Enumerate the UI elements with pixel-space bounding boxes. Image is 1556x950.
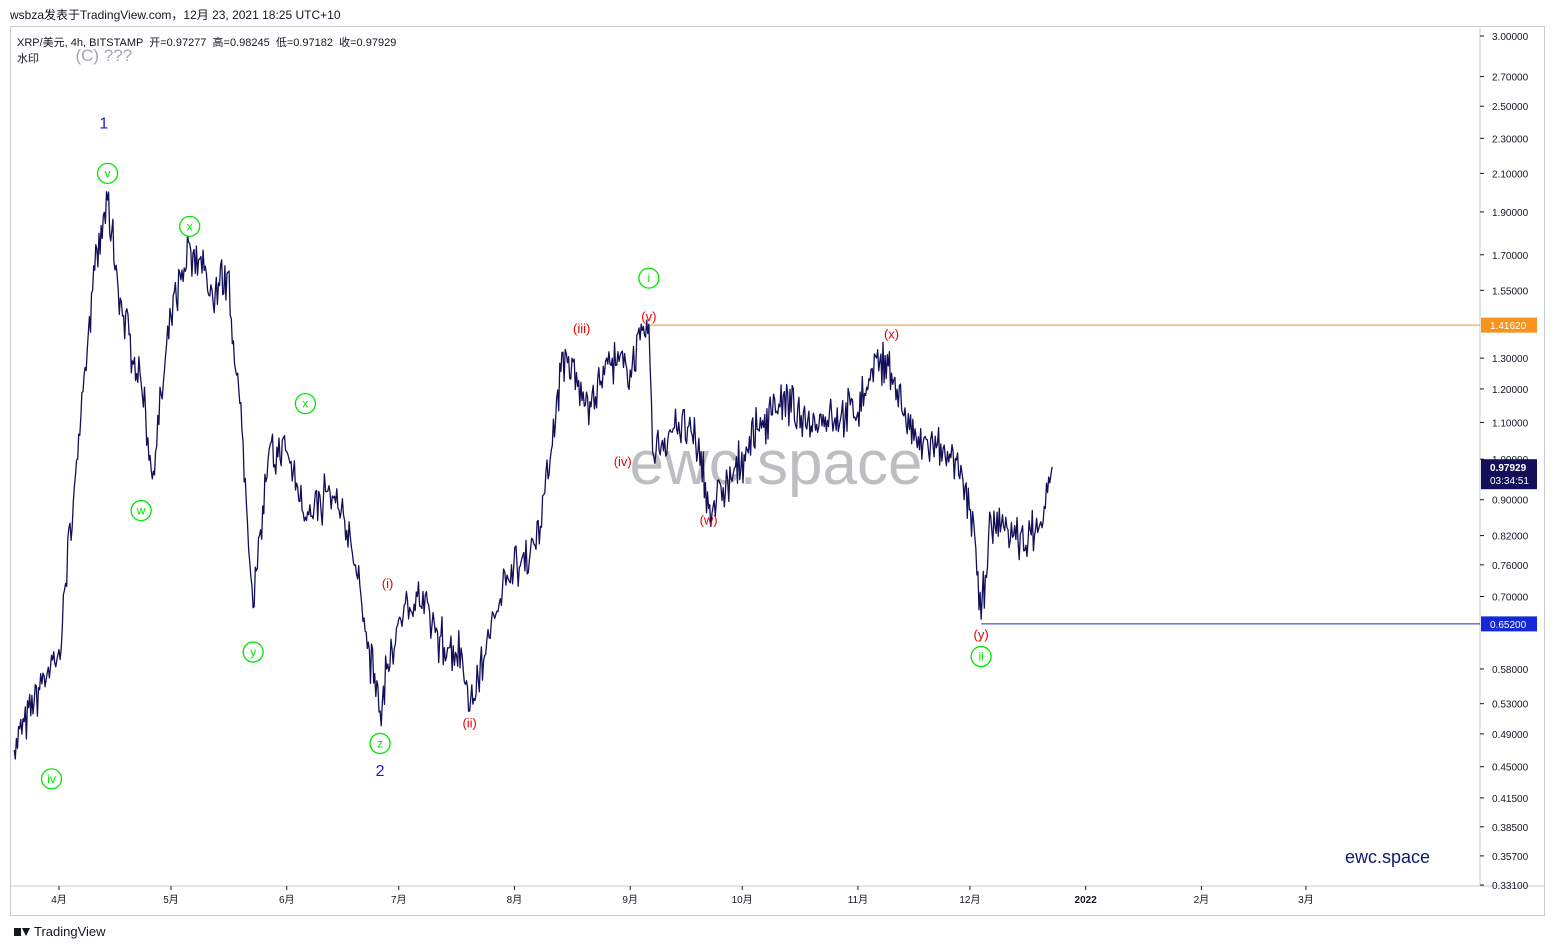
- y-tick-label: 0.49000: [1492, 730, 1529, 741]
- wave-label: x: [187, 219, 193, 233]
- y-tick-label: 0.58000: [1492, 665, 1529, 676]
- wave-label: x: [302, 397, 308, 411]
- y-tick-label: 0.76000: [1492, 561, 1529, 572]
- y-tick-label: 0.35700: [1492, 852, 1529, 863]
- y-tick-label: 2.50000: [1492, 102, 1529, 113]
- wave-label: iv: [47, 772, 56, 786]
- wave-label-circle: [179, 215, 201, 238]
- watermark: ewc.space: [630, 429, 923, 498]
- wave-label: (i): [382, 576, 394, 591]
- wave-label: (x): [884, 327, 899, 342]
- y-tick-label: 1.10000: [1492, 418, 1529, 429]
- x-tick-label: 6月: [279, 894, 295, 906]
- wave-label-circle: [294, 392, 317, 415]
- wave-label: (iv): [614, 454, 632, 469]
- y-tick-label: 1.70000: [1492, 251, 1529, 262]
- wave-label-circle: [242, 641, 264, 663]
- y-tick-label: 1.20000: [1492, 385, 1529, 396]
- brand-label: ewc.space: [1345, 847, 1430, 867]
- y-tick-label: 0.45000: [1492, 763, 1529, 774]
- publish-line: wsbza发表于TradingView.com，12月 23, 2021 18:…: [10, 8, 341, 22]
- y-tick-label: 1.55000: [1492, 286, 1529, 297]
- legend-line: XRP/美元, 4h, BITSTAMP 开=0.97277 高=0.98245…: [17, 35, 396, 49]
- x-tick-label: 3月: [1298, 894, 1314, 906]
- wave-label: (v): [641, 309, 656, 324]
- last-price-text: 0.97929: [1490, 463, 1527, 474]
- y-tick-label: 1.30000: [1492, 354, 1529, 365]
- y-tick-label: 0.82000: [1492, 532, 1529, 543]
- y-tick-label: 1.90000: [1492, 208, 1529, 219]
- y-tick-label: 0.33100: [1492, 881, 1529, 892]
- x-tick-label: 8月: [507, 894, 523, 906]
- x-tick-label: 2月: [1194, 894, 1210, 906]
- wave-label: y: [250, 645, 256, 659]
- wave-label: w: [136, 504, 146, 518]
- tradingview-logo-icon: [14, 926, 30, 938]
- legend-sub: 水印: [17, 52, 39, 65]
- footer: TradingView: [14, 924, 106, 939]
- y-tick-label: 0.41500: [1492, 794, 1529, 805]
- last-price-badge: [1481, 459, 1537, 490]
- wave-label: ii: [978, 650, 983, 664]
- y-tick-label: 2.30000: [1492, 134, 1529, 145]
- wave-label: 1: [99, 116, 108, 133]
- level-price-badge: [1481, 616, 1537, 632]
- price-series: [13, 191, 1053, 760]
- wave-label: (ii): [462, 715, 476, 730]
- horizontal-levels: [648, 324, 1480, 625]
- countdown-text: 03:34:51: [1490, 476, 1529, 487]
- wave-label-circle: [638, 267, 660, 289]
- wave-label: v: [105, 166, 111, 180]
- x-tick-label: 11月: [848, 894, 868, 906]
- wave-label-circle: [369, 732, 391, 755]
- y-tick-label: 0.70000: [1492, 593, 1529, 604]
- wave-label: z: [377, 736, 383, 750]
- level-price-text: 1.41620: [1490, 321, 1527, 332]
- y-tick-label: 0.53000: [1492, 700, 1529, 711]
- wave-label: (iii): [573, 321, 590, 336]
- wave-label-circle: [40, 768, 63, 790]
- wave-label: (C) ???: [75, 46, 132, 65]
- axes: 3.00000 2.70000 2.50000 2.30000 2.10000 1.900…: [11, 27, 1545, 906]
- chart-frame: [10, 26, 1545, 916]
- wave-label: i: [648, 271, 651, 285]
- y-tick-label: 3.00000: [1492, 32, 1529, 43]
- level-price-text: 0.65200: [1490, 620, 1527, 631]
- wave-label: (w): [700, 512, 718, 527]
- y-tick-label: 0.38500: [1492, 823, 1529, 834]
- x-tick-label: 12月: [959, 894, 980, 906]
- wave-label-circle: [130, 499, 152, 522]
- x-tick-label: 5月: [163, 894, 179, 906]
- level-price-badge: [1481, 317, 1537, 333]
- y-tick-label: 2.10000: [1492, 169, 1529, 180]
- x-tick-label: 4月: [51, 894, 67, 906]
- x-tick-label: 7月: [391, 894, 407, 906]
- x-tick-label: 10月: [732, 894, 753, 906]
- x-tick-label: 2022: [1075, 895, 1098, 906]
- wave-label: (y): [974, 627, 989, 642]
- wave-label: 2: [376, 763, 385, 780]
- footer-brand: TradingView: [34, 924, 106, 939]
- wave-label-circle: [970, 645, 992, 668]
- wave-label-circle: [96, 162, 119, 185]
- price-badges: 1.41620 0.65200 0.97929 03:34:51: [1481, 317, 1537, 632]
- wave-labels: (C) ??? 1 v x w x y z 2 iv (i) (ii) (iii) (iv) (v) i (w)…: [40, 46, 992, 790]
- x-tick-label: 9月: [622, 894, 638, 906]
- y-tick-label: 2.70000: [1492, 73, 1529, 84]
- y-tick-label: 0.90000: [1492, 496, 1529, 507]
- price-line: [13, 191, 1053, 760]
